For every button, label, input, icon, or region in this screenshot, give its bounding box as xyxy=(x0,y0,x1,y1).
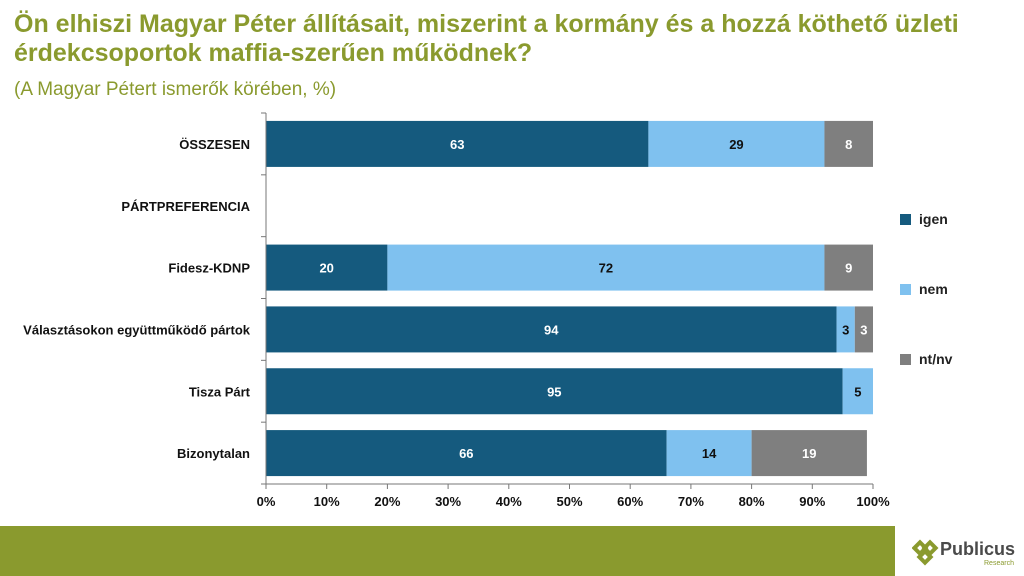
publicus-logo-name: Publicus xyxy=(940,539,1016,559)
chart-title: Ön elhiszi Magyar Péter állításait, misz… xyxy=(14,10,959,67)
category-label-választásokon-együttműködő-pártok: Választásokon együttműködő pártok xyxy=(23,322,251,337)
publicus-logo: Publicus Research xyxy=(912,533,1024,573)
data-label-választásokon-együttműködő-pártok-nem: 3 xyxy=(842,322,849,337)
x-tick-label: 50% xyxy=(556,494,582,509)
footer-band xyxy=(0,526,895,576)
category-label-pártpreferencia: PÁRTPREFERENCIA xyxy=(121,199,250,214)
category-label-tisza-párt: Tisza Párt xyxy=(189,384,251,399)
data-label-fidesz-kdnp-igen: 20 xyxy=(319,261,333,276)
legend-label-igen: igen xyxy=(919,211,948,227)
data-label-összesen-nem: 29 xyxy=(729,137,743,152)
x-tick-label: 20% xyxy=(374,494,400,509)
data-label-fidesz-kdnp-nt-nv: 9 xyxy=(845,261,852,276)
x-tick-label: 0% xyxy=(257,494,276,509)
bar-fidesz-kdnp-nt-nv xyxy=(824,244,873,291)
data-label-tisza-párt-igen: 95 xyxy=(547,384,561,399)
data-label-választásokon-együttműködő-pártok-nt-nv: 3 xyxy=(860,322,867,337)
legend-label-nem: nem xyxy=(919,281,948,297)
stacked-bar-chart: ÖSSZESEN 63 29 8 PÁRTPREFERENCIA Fidesz-KDNP 2… xyxy=(23,112,890,509)
bar-fidesz-kdnp-igen xyxy=(266,244,388,291)
category-label-fidesz-kdnp: Fidesz-KDNP xyxy=(168,261,250,276)
data-label-bizonytalan-nem: 14 xyxy=(702,446,717,461)
data-label-tisza-párt-nem: 5 xyxy=(854,384,861,399)
x-tick-label: 70% xyxy=(678,494,704,509)
publicus-logo-tagline: Research xyxy=(984,560,1014,567)
bar-bizonytalan-nt-nv xyxy=(751,430,867,477)
legend-item-ntnv: nt/nv xyxy=(900,350,952,368)
data-label-összesen-nt-nv: 8 xyxy=(845,137,852,152)
x-tick-label: 60% xyxy=(617,494,643,509)
bar-fidesz-kdnp-nem xyxy=(387,244,825,291)
legend-swatch-nem xyxy=(900,283,911,295)
x-tick-label: 80% xyxy=(739,494,765,509)
publicus-logo-icon xyxy=(912,539,939,566)
bar-választásokon-együttműködő-pártok-nt-nv xyxy=(854,306,873,353)
x-tick-label: 100% xyxy=(856,494,890,509)
x-tick-label: 30% xyxy=(435,494,461,509)
x-tick-label: 40% xyxy=(496,494,522,509)
bar-bizonytalan-nem xyxy=(666,430,752,477)
chart-subtitle: (A Magyar Pétert ismerők körében, %) xyxy=(14,79,337,100)
legend-swatch-ntnv xyxy=(900,353,911,365)
data-label-bizonytalan-nt-nv: 19 xyxy=(802,446,816,461)
data-label-fidesz-kdnp-nem: 72 xyxy=(599,261,613,276)
x-tick-label: 90% xyxy=(799,494,825,509)
x-tick-label: 10% xyxy=(314,494,340,509)
category-label-bizonytalan: Bizonytalan xyxy=(177,446,250,461)
bar-összesen-igen xyxy=(266,120,649,167)
category-label-összesen: ÖSSZESEN xyxy=(179,137,250,152)
data-label-bizonytalan-igen: 66 xyxy=(459,446,473,461)
bar-választásokon-együttműködő-pártok-igen xyxy=(266,306,837,353)
data-label-összesen-igen: 63 xyxy=(450,137,464,152)
bar-összesen-nem xyxy=(648,120,825,167)
legend-item-nem: nem xyxy=(900,280,948,298)
bar-összesen-nt-nv xyxy=(824,120,873,167)
legend-item-igen: igen xyxy=(900,210,948,228)
data-label-választásokon-együttműködő-pártok-igen: 94 xyxy=(544,322,559,337)
bar-választásokon-együttműködő-pártok-nem xyxy=(836,306,855,353)
legend-swatch-igen xyxy=(900,213,911,225)
bar-tisza-párt-nem xyxy=(842,368,873,415)
legend-label-ntnv: nt/nv xyxy=(919,351,953,367)
bar-bizonytalan-igen xyxy=(266,430,667,477)
bar-tisza-párt-igen xyxy=(266,368,843,415)
